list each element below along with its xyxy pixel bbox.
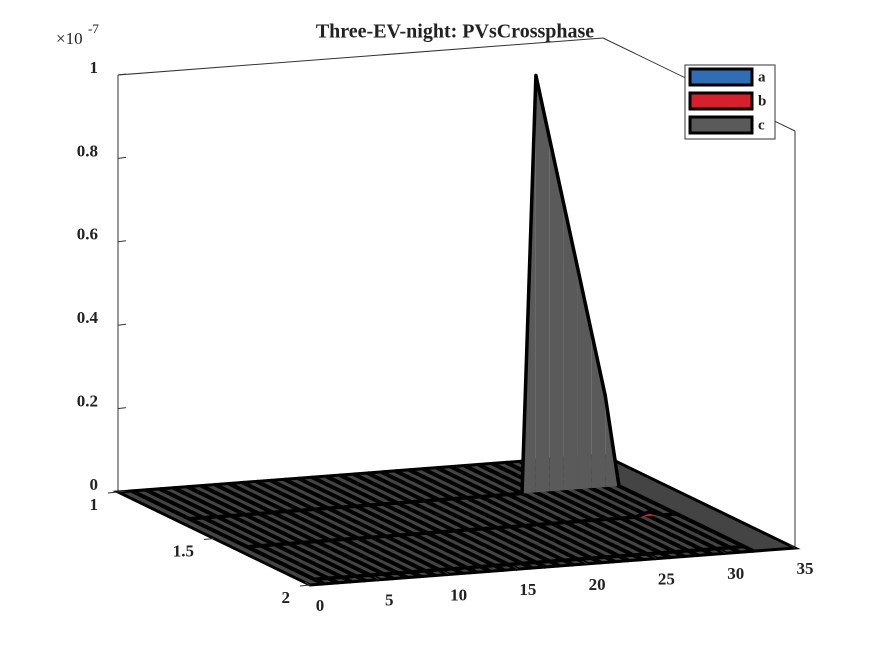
y-tick-label: 1.5: [173, 541, 194, 560]
floor-stripe: [297, 476, 492, 574]
floor-stripe: [200, 483, 395, 581]
x-tick-label: 35: [797, 559, 814, 578]
floor-stripe: [158, 487, 353, 584]
area-segment: [549, 139, 564, 492]
y-tick: [107, 491, 119, 494]
series-line: [246, 510, 677, 549]
floor-stripe: [227, 481, 422, 579]
x-tick-label: 15: [519, 580, 536, 599]
chart-title: Three-EV-night: PVsCrossphase: [316, 21, 594, 43]
floor-stripe: [435, 465, 630, 563]
area-segment: [563, 203, 578, 491]
floor-stripe: [449, 464, 644, 562]
floor-stripe: [241, 480, 436, 578]
floor-stripe: [408, 468, 602, 565]
floor-stripe: [269, 478, 464, 576]
y-tick-label: 1: [90, 495, 99, 514]
floor-stripe: [338, 473, 533, 570]
z-exponent: -7: [88, 21, 99, 36]
z-tick-label: 0.6: [77, 225, 98, 244]
floor-stripe: [214, 482, 408, 580]
floor-stripe: [352, 472, 547, 569]
z-tick-label: 0: [90, 475, 99, 494]
y-tick-label: 2: [282, 588, 291, 607]
floor-stripe: [421, 466, 616, 564]
area-segment: [535, 75, 550, 493]
x-tick-label: 10: [450, 585, 467, 604]
legend-swatch: [688, 67, 754, 87]
floor-stripe: [463, 463, 658, 561]
legend-swatch: [688, 91, 754, 111]
series-line: [189, 73, 621, 521]
x-tick-label: 30: [727, 564, 744, 583]
x-tick-label: 25: [658, 569, 675, 588]
z-tick-label: 0.8: [77, 141, 98, 160]
floor-stripe: [380, 470, 575, 567]
x-tick: [581, 560, 588, 565]
z-tick: [117, 240, 127, 243]
axis-box: [117, 37, 604, 76]
z-tick-label: 0.2: [77, 392, 98, 411]
floor-stripe: [283, 477, 478, 575]
z-tick: [117, 490, 127, 493]
y-tick: [299, 584, 311, 587]
floor-stripe: [324, 474, 519, 571]
legend-label: c: [758, 117, 765, 133]
z-tick-label: 0.4: [77, 308, 99, 327]
z-tick-label: 1: [90, 58, 99, 77]
floor-stripe: [186, 484, 381, 582]
z-tick: [117, 156, 127, 159]
floor-stripe: [311, 475, 505, 572]
floor-stripe: [172, 485, 367, 583]
floor-stripe: [394, 469, 589, 566]
x-tick: [789, 544, 796, 549]
floor-stripe: [477, 462, 672, 560]
floor-stripe: [144, 488, 339, 585]
legend-label: b: [758, 93, 766, 109]
z-tick: [117, 407, 127, 410]
x-tick: [304, 581, 311, 586]
legend-swatch: [688, 115, 754, 135]
floor-stripe: [130, 489, 325, 586]
z-tick: [117, 323, 127, 326]
x-tick: [512, 565, 519, 570]
floor-stripe: [255, 479, 450, 577]
floor-stripe: [366, 471, 561, 568]
x-tick-label: 20: [589, 575, 606, 594]
x-tick-label: 0: [316, 596, 325, 615]
y-tick: [203, 538, 215, 540]
series-line: [314, 544, 744, 582]
x-tick: [374, 576, 380, 581]
area-segment: [591, 331, 606, 489]
x-tick-label: 5: [385, 591, 394, 610]
x-tick: [651, 555, 657, 560]
legend-label: a: [758, 69, 766, 85]
x-tick: [720, 549, 726, 554]
z-tick: [117, 73, 127, 76]
z-exponent-base: ×10: [56, 29, 83, 48]
x-tick: [443, 570, 449, 575]
